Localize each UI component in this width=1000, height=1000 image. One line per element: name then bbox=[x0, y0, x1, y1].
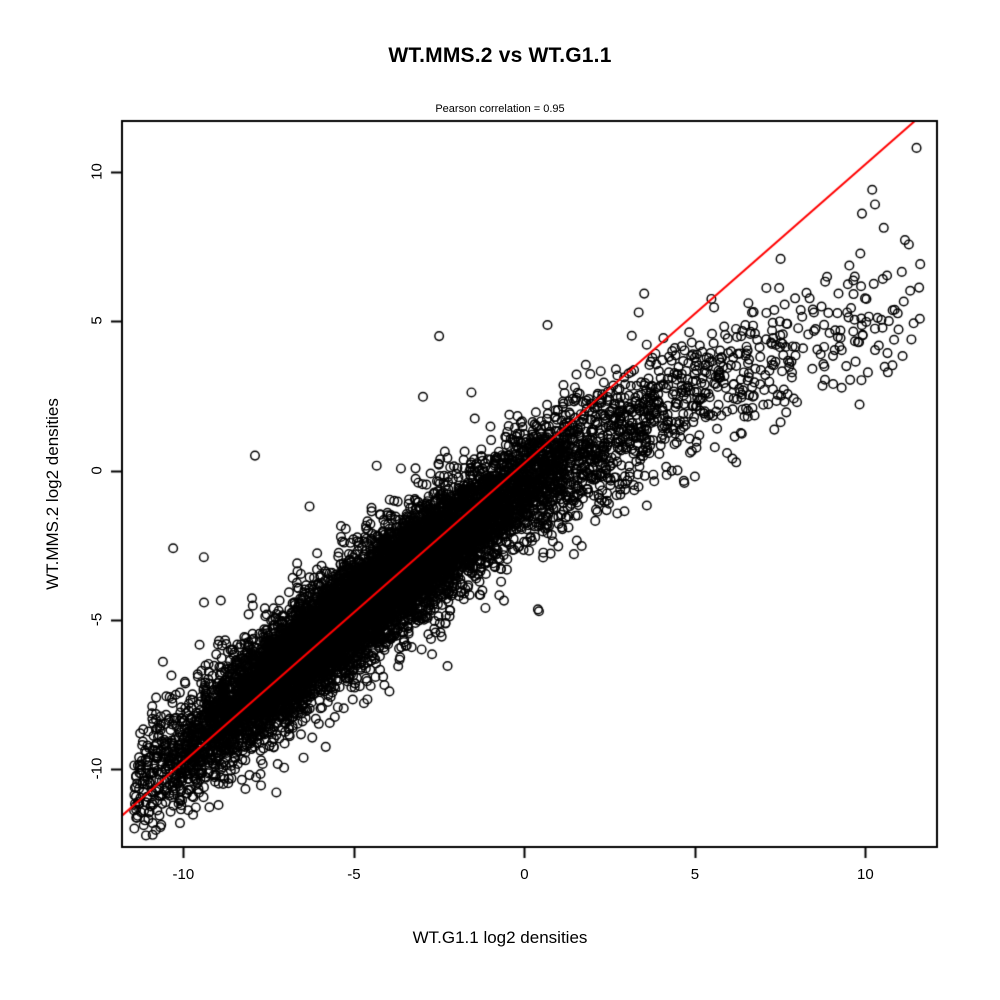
x-axis-tick-label: 5 bbox=[690, 866, 700, 883]
x-axis-tick-label: -10 bbox=[172, 866, 195, 883]
y-axis-tick-label: 5 bbox=[88, 316, 106, 325]
y-axis-tick-label: 10 bbox=[88, 162, 106, 180]
x-axis-tick-label: -5 bbox=[347, 866, 361, 883]
y-axis-label: WT.MMS.2 log2 densities bbox=[43, 398, 62, 590]
x-axis-tick-label: 0 bbox=[520, 866, 529, 883]
y-axis-tick-label: 0 bbox=[88, 465, 106, 475]
x-axis-tick-label: 10 bbox=[857, 866, 874, 883]
x-axis-label: WT.G1.1 log2 densities bbox=[412, 928, 588, 947]
y-axis-tick-label: -5 bbox=[88, 612, 106, 627]
y-axis-tick-label: -10 bbox=[88, 757, 106, 780]
